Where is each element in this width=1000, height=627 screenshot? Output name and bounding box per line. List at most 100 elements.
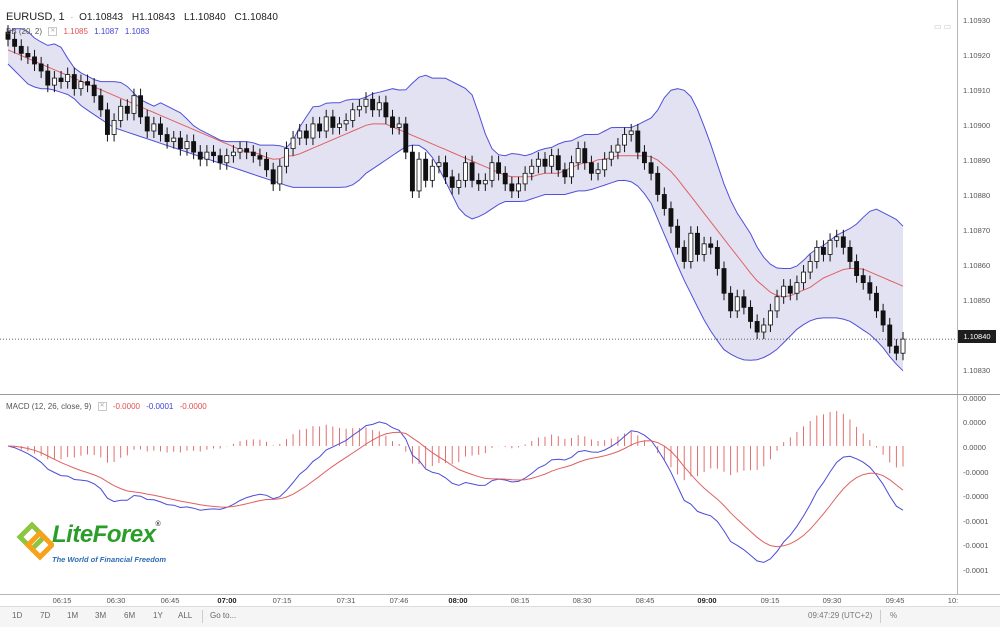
candle: [840, 229, 846, 255]
candle: [496, 155, 502, 181]
goto-button[interactable]: Go to...: [210, 611, 237, 620]
candle-body: [177, 137, 183, 150]
clock-display[interactable]: 09:47:29 (UTC+2): [808, 611, 873, 620]
maximize-icon[interactable]: ▭: [943, 22, 952, 31]
price-chart-canvas[interactable]: [0, 0, 957, 394]
range-3m-button[interactable]: 3M: [95, 611, 107, 620]
bb-upper-value: 1.1087: [94, 27, 119, 36]
candle-body: [860, 275, 866, 284]
candle-body: [65, 74, 71, 83]
candle: [32, 49, 37, 72]
candle-body: [429, 165, 435, 181]
logo-tagline: The World of Financial Freedom: [52, 555, 167, 564]
candle-body: [138, 95, 144, 118]
price-axis[interactable]: 1.10930 1.10920 1.10910 1.10900 1.10890 1.108…: [957, 0, 1000, 394]
time-tick-label: 07:00: [217, 596, 237, 605]
candle-body: [714, 246, 720, 269]
minimize-icon[interactable]: ▭: [934, 22, 942, 31]
candle-body: [701, 243, 707, 255]
candle-body: [151, 123, 157, 132]
candle: [721, 261, 727, 301]
candle: [582, 141, 588, 170]
candle: [197, 145, 203, 167]
time-tick-label: 06:15: [52, 596, 72, 605]
candle: [642, 145, 647, 170]
candle-body: [615, 144, 621, 153]
candle: [310, 116, 316, 146]
candle-body: [330, 116, 336, 128]
candle-body: [575, 148, 581, 164]
candle-body: [85, 81, 90, 86]
candle: [615, 138, 621, 160]
candle: [887, 317, 893, 354]
time-axis[interactable]: 06:15 06:30 06:45 07:00 07:15 07:31 07:46 08:00…: [0, 594, 1000, 607]
price-tick-label: 1.10900: [963, 121, 991, 130]
candle: [51, 71, 57, 93]
close-icon[interactable]: ✕: [48, 27, 58, 37]
candle: [482, 173, 488, 191]
macd-histogram-value: -0.0000: [112, 402, 140, 411]
candle: [277, 159, 283, 191]
candle: [363, 92, 369, 114]
candle-body: [337, 123, 342, 128]
candle: [376, 95, 382, 117]
range-7d-button[interactable]: 7D: [40, 611, 51, 620]
pane-divider[interactable]: [0, 394, 1000, 395]
candle: [608, 145, 614, 167]
time-tick-label: 09:45: [885, 596, 905, 605]
candle: [655, 166, 661, 202]
candle: [211, 145, 216, 163]
close-value: C1.10840: [234, 12, 278, 23]
macd-legend[interactable]: MACD (12, 26, close, 9) ✕ -0.0000 -0.000…: [6, 402, 207, 412]
candle-body: [264, 158, 269, 171]
candle: [880, 303, 886, 333]
candle: [469, 155, 475, 188]
close-icon[interactable]: ✕: [97, 402, 107, 412]
time-tick-label: 10:: [947, 596, 959, 605]
range-1m-button[interactable]: 1M: [67, 611, 79, 620]
candle-body: [449, 176, 455, 188]
time-tick-label: 08:00: [448, 596, 468, 605]
candle-body: [522, 172, 528, 185]
percent-toggle[interactable]: %: [890, 611, 898, 620]
candle-body: [111, 120, 117, 135]
candle: [794, 275, 800, 301]
range-1y-button[interactable]: 1Y: [153, 611, 163, 620]
toolbar-separator: [880, 610, 881, 623]
candle-body: [542, 158, 548, 167]
candle-body: [303, 130, 309, 139]
candle-body: [5, 31, 11, 40]
candle: [45, 63, 51, 93]
range-1d-button[interactable]: 1D: [12, 611, 23, 620]
pane-controls[interactable]: ▭ ▭: [934, 22, 951, 31]
bb-legend[interactable]: BB (20, 2) ✕ 1.1085 1.1087 1.1083: [6, 27, 149, 37]
candle-body: [118, 105, 124, 121]
candle-body: [774, 296, 780, 312]
time-tick-label: 06:30: [106, 596, 126, 605]
price-chart-pane[interactable]: EURUSD, 1 · O1.10843 H1.10843 L1.10840 C…: [0, 0, 957, 564]
candle-body: [423, 158, 429, 181]
candle-body: [887, 324, 893, 347]
candle-body: [164, 134, 170, 142]
symbol-label[interactable]: EURUSD, 1: [6, 11, 65, 23]
range-all-button[interactable]: ALL: [178, 611, 193, 620]
candle: [529, 159, 535, 181]
candle: [801, 265, 806, 290]
candle: [350, 102, 356, 128]
macd-pane[interactable]: MACD (12, 26, close, 9) ✕ -0.0000 -0.000…: [0, 396, 957, 594]
time-tick-label: 08:15: [510, 596, 530, 605]
candle-body: [144, 116, 150, 132]
candle: [184, 134, 190, 156]
toolbar-separator: [202, 610, 203, 623]
macd-axis[interactable]: 0.0000 0.0000 0.0000 -0.0000 -0.0000 -0.0001 -…: [957, 394, 1000, 594]
range-6m-button[interactable]: 6M: [124, 611, 136, 620]
candle: [648, 155, 654, 181]
macd-chart-canvas[interactable]: [0, 396, 957, 594]
candle: [814, 240, 820, 269]
candle: [874, 286, 879, 318]
candle: [284, 141, 289, 174]
candle: [456, 173, 462, 195]
candle-body: [708, 243, 714, 248]
candle-body: [204, 151, 210, 160]
candle: [78, 74, 84, 96]
